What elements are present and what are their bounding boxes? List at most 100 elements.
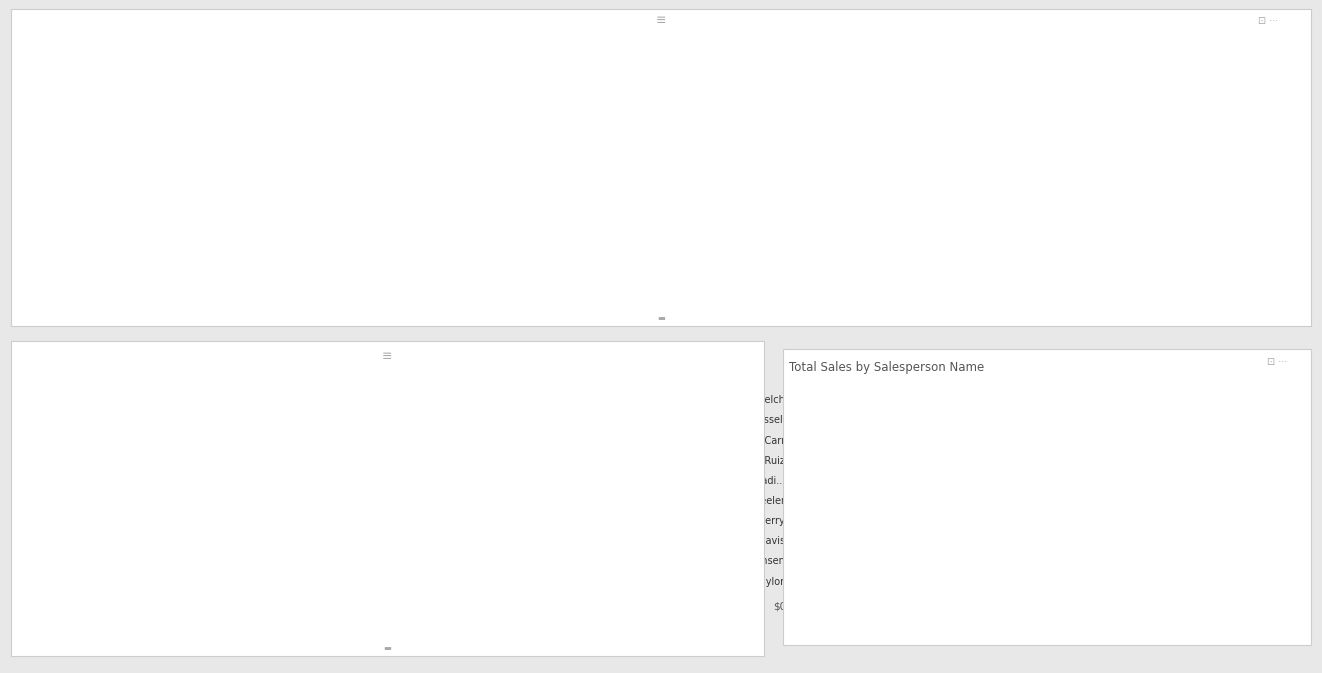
Bar — [184, 489, 237, 509]
Text: $844,857: $844,857 — [169, 56, 208, 65]
Bar — [789, 472, 1200, 487]
Text: 14.7%: 14.7% — [157, 615, 181, 624]
Text: $703,557: $703,557 — [990, 56, 1029, 65]
Bar — [290, 609, 342, 629]
Bar — [553, 368, 605, 388]
Bar — [303, 92, 394, 112]
Text: $69,592: $69,592 — [175, 242, 208, 252]
Text: New Hampshire: New Hampshire — [19, 263, 83, 273]
Text: $29,800: $29,800 — [722, 263, 755, 273]
Bar — [759, 112, 850, 133]
Text: 22.1%: 22.1% — [683, 494, 709, 503]
Bar — [1215, 71, 1309, 92]
Bar — [485, 299, 576, 320]
Text: $610,098: $610,098 — [1081, 76, 1120, 85]
Bar — [668, 237, 759, 257]
Text: $282,015: $282,015 — [717, 97, 755, 106]
Text: $172,104: $172,104 — [1081, 160, 1120, 168]
Text: 14.4%: 14.4% — [631, 615, 656, 624]
Text: 49.8%: 49.8% — [210, 414, 234, 423]
Bar — [605, 609, 658, 629]
Bar — [500, 409, 553, 429]
Text: $3,042,059: $3,042,059 — [977, 305, 1029, 314]
Bar — [132, 509, 184, 529]
Text: 47.8%: 47.8% — [683, 434, 709, 443]
Text: $283,635: $283,635 — [808, 139, 846, 147]
Bar — [1215, 153, 1309, 174]
Bar — [212, 278, 303, 299]
Bar — [711, 429, 761, 448]
Text: $50,948: $50,948 — [175, 263, 208, 273]
Bar — [789, 432, 1203, 447]
Bar — [576, 71, 668, 92]
Text: 9.4%: 9.4% — [686, 635, 709, 644]
Text: North Carolina: North Carolina — [16, 555, 74, 563]
Bar — [1124, 133, 1215, 153]
Text: $10,117: $10,117 — [720, 284, 755, 293]
Text: $732,857: $732,857 — [443, 56, 481, 65]
Text: 56.3%: 56.3% — [209, 434, 234, 443]
Text: 44.8%: 44.8% — [315, 394, 340, 402]
Text: $181,263: $181,263 — [990, 201, 1029, 210]
Bar — [668, 216, 759, 237]
Bar — [79, 429, 132, 448]
Bar — [212, 29, 303, 50]
Bar — [395, 388, 447, 409]
Bar — [13, 448, 79, 468]
Text: $331,480: $331,480 — [1081, 118, 1120, 127]
Bar — [500, 429, 553, 448]
Bar — [342, 569, 395, 589]
Text: $240,895: $240,895 — [352, 139, 390, 147]
Text: $563,591: $563,591 — [352, 76, 390, 85]
Text: 10.2%: 10.2% — [418, 635, 444, 644]
Text: $38,068: $38,068 — [631, 284, 664, 293]
Text: 49.5%: 49.5% — [420, 434, 444, 443]
Text: 20.8%: 20.8% — [473, 474, 497, 483]
Bar — [394, 92, 485, 112]
Text: ▬: ▬ — [657, 314, 665, 323]
Text: 11.7%: 11.7% — [315, 595, 340, 604]
Bar — [447, 489, 500, 509]
Bar — [303, 237, 394, 257]
Text: 9.0%: 9.0% — [738, 575, 759, 583]
Text: 10.2%: 10.2% — [102, 635, 130, 644]
Text: ⊡ ···: ⊡ ··· — [1259, 16, 1278, 26]
Text: Q1 2016: Q1 2016 — [514, 35, 549, 44]
Text: Q3 2017: Q3 2017 — [1062, 35, 1096, 44]
Text: 19.5%: 19.5% — [420, 494, 444, 503]
Text: $7,216,568: $7,216,568 — [1253, 76, 1303, 85]
Bar — [850, 299, 941, 320]
Text: $37,449: $37,449 — [356, 242, 390, 252]
Bar — [132, 569, 184, 589]
Bar — [1124, 29, 1215, 50]
Text: $696,716: $696,716 — [1080, 56, 1120, 65]
Bar — [850, 216, 941, 237]
Text: $155,307: $155,307 — [808, 180, 846, 189]
Text: $2,809,398: $2,809,398 — [338, 305, 390, 314]
Text: $75,947: $75,947 — [904, 221, 937, 231]
Bar — [237, 549, 290, 569]
Text: $203,223: $203,223 — [1173, 180, 1211, 189]
Bar — [658, 368, 711, 388]
Text: $18,843: $18,843 — [904, 263, 937, 273]
Bar — [184, 569, 237, 589]
Bar — [342, 448, 395, 468]
Bar — [132, 448, 184, 468]
Bar — [485, 29, 576, 50]
Bar — [1215, 216, 1309, 237]
Text: 16.9%: 16.9% — [578, 595, 603, 604]
Text: $174,205: $174,205 — [534, 201, 572, 210]
Text: 21.6%: 21.6% — [578, 534, 603, 543]
Text: $623,865: $623,865 — [443, 76, 481, 85]
Bar — [1124, 50, 1215, 71]
Bar — [342, 589, 395, 609]
Bar — [79, 609, 132, 629]
Bar — [290, 529, 342, 549]
Text: $749,560: $749,560 — [717, 56, 755, 65]
Bar — [79, 468, 132, 489]
Text: New York: New York — [16, 615, 53, 624]
Bar — [120, 257, 212, 278]
Bar — [447, 468, 500, 489]
Text: 13.2%: 13.2% — [262, 615, 287, 624]
Text: $315,236: $315,236 — [625, 97, 664, 106]
